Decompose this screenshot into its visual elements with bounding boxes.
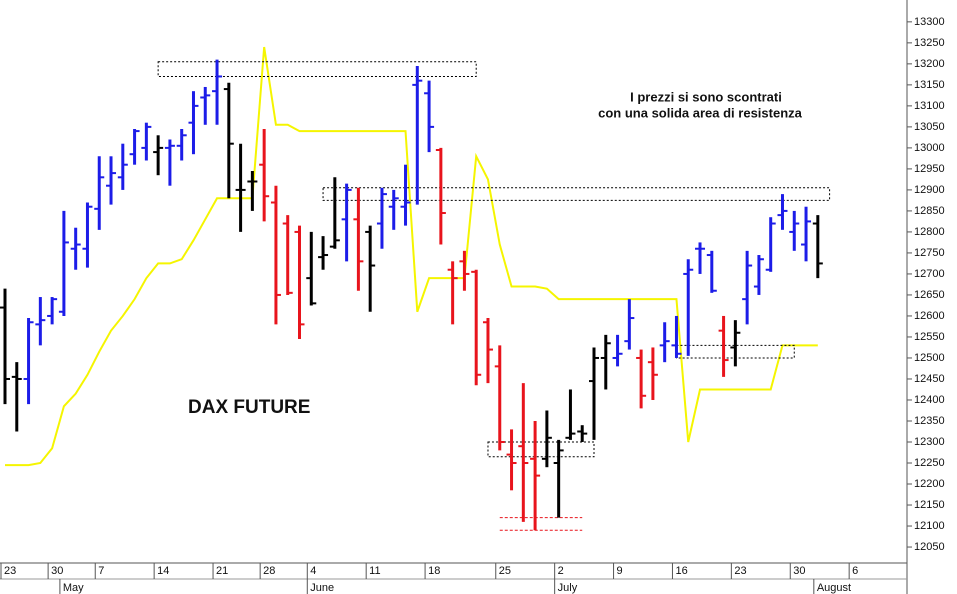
x-tick-label: 11 xyxy=(369,565,380,577)
annotation: con una solida area di resistenza xyxy=(598,105,803,120)
x-tick-label: 2 xyxy=(558,565,564,577)
plot-area xyxy=(0,46,831,531)
month-label: May xyxy=(63,582,84,594)
x-tick-label: 16 xyxy=(675,565,687,577)
y-tick-label: 12750 xyxy=(914,247,945,259)
chart-title: DAX FUTURE xyxy=(188,397,310,418)
x-tick-label: 4 xyxy=(310,565,316,577)
y-tick-label: 12200 xyxy=(914,478,945,490)
y-tick-label: 13100 xyxy=(914,100,945,112)
x-tick-label: 14 xyxy=(157,565,169,577)
x-tick-label: 7 xyxy=(98,565,104,577)
y-tick-label: 12450 xyxy=(914,373,945,385)
y-tick-label: 12600 xyxy=(914,310,945,322)
y-tick-label: 12850 xyxy=(914,205,945,217)
x-tick-label: 28 xyxy=(263,565,275,577)
x-tick-label: 6 xyxy=(852,565,858,577)
y-tick-label: 12500 xyxy=(914,352,945,364)
y-tick-label: 12350 xyxy=(914,415,945,427)
y-tick-label: 13000 xyxy=(914,142,945,154)
y-tick-label: 12800 xyxy=(914,226,945,238)
month-label: August xyxy=(817,582,851,594)
y-tick-label: 12550 xyxy=(914,331,945,343)
y-tick-label: 12250 xyxy=(914,457,945,469)
resistance-zone xyxy=(487,441,595,458)
y-tick-label: 13050 xyxy=(914,121,945,133)
y-tick-label: 12300 xyxy=(914,436,945,448)
x-tick-label: 23 xyxy=(4,565,16,577)
resistance-zone xyxy=(322,187,831,201)
y-tick-label: 12700 xyxy=(914,268,945,280)
resistance-zone xyxy=(157,61,477,77)
y-tick-label: 12650 xyxy=(914,289,945,301)
y-tick-label: 13250 xyxy=(914,37,945,49)
y-tick-label: 13200 xyxy=(914,58,945,70)
x-tick-label: 18 xyxy=(428,565,440,577)
x-tick-label: 30 xyxy=(51,565,63,577)
y-tick-label: 12950 xyxy=(914,163,945,175)
y-tick-label: 13300 xyxy=(914,16,945,28)
x-tick-label: 30 xyxy=(793,565,805,577)
month-label: June xyxy=(310,582,334,594)
annotation: I prezzi si sono scontrati xyxy=(630,89,782,104)
month-label: July xyxy=(558,582,578,594)
y-tick-label: 12050 xyxy=(914,541,945,553)
y-tick-label: 13150 xyxy=(914,79,945,91)
indicator-line xyxy=(5,46,818,467)
y-tick-label: 12400 xyxy=(914,394,945,406)
y-tick-label: 12100 xyxy=(914,520,945,532)
x-tick-label: 23 xyxy=(734,565,746,577)
x-tick-label: 21 xyxy=(216,565,228,577)
y-tick-label: 12150 xyxy=(914,499,945,511)
y-tick-label: 12900 xyxy=(914,184,945,196)
x-tick-label: 25 xyxy=(499,565,511,577)
x-tick-label: 9 xyxy=(617,565,623,577)
